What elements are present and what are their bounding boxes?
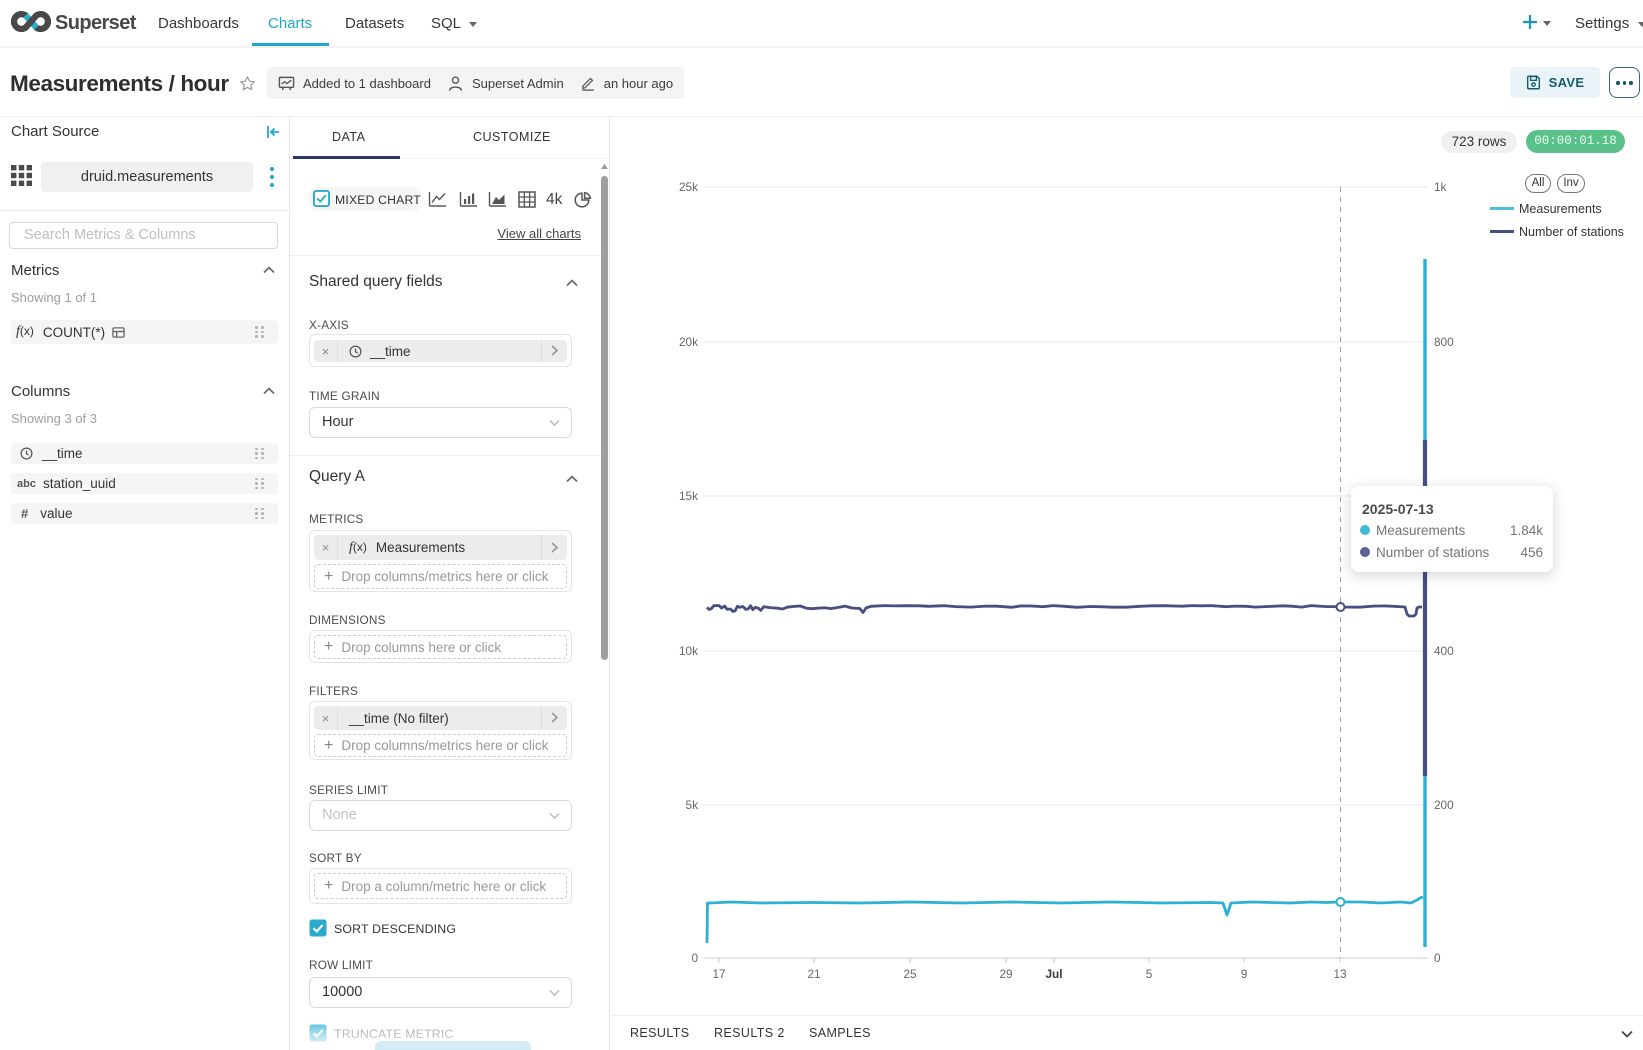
svg-text:800: 800 [1434, 335, 1454, 349]
svg-text:0: 0 [691, 951, 698, 965]
svg-text:21: 21 [807, 967, 820, 981]
svg-text:0: 0 [1434, 951, 1441, 965]
svg-text:20k: 20k [679, 335, 698, 349]
svg-text:25: 25 [903, 967, 917, 981]
svg-text:15k: 15k [679, 489, 698, 503]
svg-text:200: 200 [1434, 798, 1454, 812]
svg-text:5: 5 [1146, 967, 1153, 981]
svg-text:25k: 25k [679, 180, 698, 194]
svg-text:1k: 1k [1434, 180, 1447, 194]
svg-text:5k: 5k [686, 798, 699, 812]
svg-text:Jul: Jul [1045, 967, 1062, 981]
svg-text:9: 9 [1241, 967, 1248, 981]
svg-text:29: 29 [999, 967, 1012, 981]
svg-text:400: 400 [1434, 644, 1454, 658]
svg-text:10k: 10k [679, 644, 698, 658]
svg-text:17: 17 [712, 967, 725, 981]
svg-text:13: 13 [1333, 967, 1347, 981]
